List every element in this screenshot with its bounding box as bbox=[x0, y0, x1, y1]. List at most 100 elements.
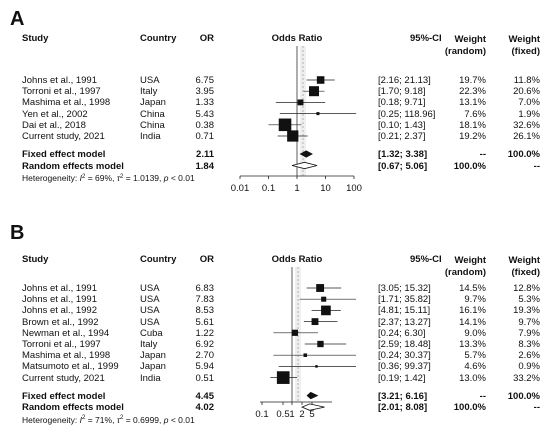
study-country: USA bbox=[140, 305, 160, 317]
header-or: OR bbox=[199, 254, 214, 265]
summary-weight-random: -- bbox=[479, 390, 486, 402]
heterogeneity-tau-sup: 2 bbox=[120, 415, 124, 422]
header-odds-ratio: Odds Ratio bbox=[271, 254, 323, 265]
study-weight-random: 14.1% bbox=[459, 316, 486, 328]
study-or: 5.94 bbox=[195, 361, 215, 373]
effect-square bbox=[311, 318, 319, 326]
heterogeneity-tau-sym: τ bbox=[116, 414, 120, 425]
study-weight-random: 13.0% bbox=[459, 372, 486, 384]
study-weight-fixed: 5.3% bbox=[518, 294, 540, 306]
x-tick-label: 0.01 bbox=[231, 183, 250, 194]
header-weight-fixed: Weight bbox=[508, 255, 541, 266]
study-weight-fixed: 1.9% bbox=[518, 108, 540, 120]
study-weight-fixed: 26.1% bbox=[513, 131, 540, 142]
header-weight-random: Weight bbox=[454, 255, 487, 266]
heterogeneity-i2-sup: 2 bbox=[82, 173, 86, 180]
summary-weight-random: 100.0% bbox=[453, 402, 486, 414]
study-country: Japan bbox=[140, 350, 166, 362]
study-weight-fixed: 19.3% bbox=[513, 305, 540, 317]
study-or: 0.38 bbox=[195, 119, 215, 131]
effect-square bbox=[316, 76, 325, 84]
effect-square bbox=[287, 130, 299, 142]
study-weight-fixed: 7.9% bbox=[518, 327, 540, 339]
study-country: Italy bbox=[140, 86, 158, 98]
study-or: 8.53 bbox=[195, 305, 215, 317]
summary-ci: [3.21; 6.16] bbox=[378, 390, 428, 402]
study-name: Johns et al., 1992 bbox=[22, 305, 97, 317]
reference-band bbox=[295, 267, 301, 402]
study-name: Newman et al., 1994 bbox=[22, 327, 110, 339]
study-name: Yen et al., 2002 bbox=[22, 108, 88, 120]
heterogeneity-text: Heterogeneity: I2 = 69%, τ2 = 1.0139, p … bbox=[22, 171, 195, 185]
study-name: Johns et al., 1991 bbox=[22, 283, 97, 294]
header-or: OR bbox=[199, 33, 214, 44]
study-country: Cuba bbox=[140, 327, 163, 339]
study-country: India bbox=[140, 131, 161, 142]
study-name: Current study, 2021 bbox=[22, 131, 105, 142]
heterogeneity-i2-val: = 71%, bbox=[85, 414, 117, 425]
heterogeneity-tau-sym: τ bbox=[116, 173, 120, 184]
study-weight-random: 19.2% bbox=[459, 131, 486, 142]
heterogeneity-p-val: < 0.01 bbox=[168, 173, 195, 184]
header-study: Study bbox=[22, 254, 49, 265]
summary-weight-fixed: 100.0% bbox=[507, 390, 540, 402]
study-weight-fixed: 0.9% bbox=[518, 361, 540, 373]
study-or: 7.83 bbox=[195, 294, 215, 306]
study-ci: [0.10; 1.43] bbox=[378, 119, 426, 131]
study-weight-random: 4.6% bbox=[464, 361, 486, 373]
study-weight-fixed: 2.6% bbox=[518, 350, 540, 362]
heterogeneity-text: Heterogeneity: I2 = 71%, τ2 = 0.6999, p … bbox=[22, 412, 195, 426]
summary-weight-random: 100.0% bbox=[453, 160, 486, 172]
study-or: 6.92 bbox=[195, 339, 215, 350]
study-weight-fixed: 20.6% bbox=[513, 86, 540, 98]
study-weight-random: 22.3% bbox=[459, 86, 486, 98]
summary-label: Random effects model bbox=[22, 402, 124, 414]
x-tick-label: 10 bbox=[320, 183, 331, 194]
heterogeneity-tau-val: = 0.6999, bbox=[123, 414, 164, 425]
x-tick-label: 0.1 bbox=[255, 409, 268, 420]
study-ci: [0.24; 30.37] bbox=[378, 350, 431, 362]
study-weight-random: 13.1% bbox=[459, 97, 486, 109]
header-country: Country bbox=[140, 254, 177, 265]
study-name: Dai et al., 2018 bbox=[22, 119, 86, 131]
study-or: 6.75 bbox=[195, 75, 215, 86]
heterogeneity-tau-sup: 2 bbox=[120, 173, 124, 180]
summary-or: 1.84 bbox=[195, 160, 215, 172]
header-weight-fixed-sub: (fixed) bbox=[511, 267, 541, 278]
summary-or: 4.45 bbox=[195, 390, 215, 402]
study-ci: [2.37; 13.27] bbox=[378, 316, 431, 328]
study-name: Brown et al., 1992 bbox=[22, 316, 99, 328]
study-ci: [0.24; 6.30] bbox=[378, 327, 426, 339]
header-odds-ratio: Odds Ratio bbox=[271, 33, 323, 44]
panel-label: B bbox=[10, 222, 25, 244]
summary-weight-fixed: -- bbox=[533, 402, 540, 414]
x-tick-label: 0.1 bbox=[262, 183, 275, 194]
study-name: Mashima et al., 1998 bbox=[22, 97, 111, 109]
study-ci: [0.21; 2.37] bbox=[378, 131, 426, 142]
header-ci: 95%-CI bbox=[410, 254, 442, 265]
study-ci: [4.81; 15.11] bbox=[378, 305, 431, 317]
summary-diamond bbox=[306, 391, 319, 400]
x-tick-label: 2 bbox=[299, 409, 304, 420]
study-weight-random: 9.0% bbox=[464, 327, 486, 339]
study-name: Torroni et al., 1997 bbox=[22, 339, 101, 350]
study-or: 0.51 bbox=[195, 372, 215, 384]
study-country: USA bbox=[140, 75, 160, 86]
header-weight-random-sub: (random) bbox=[444, 267, 486, 278]
summary-weight-fixed: 100.0% bbox=[507, 149, 540, 160]
summary-weight-fixed: -- bbox=[533, 160, 540, 172]
study-ci: [0.25; 118.96] bbox=[378, 108, 436, 120]
summary-diamond bbox=[299, 150, 313, 158]
study-country: USA bbox=[140, 316, 160, 328]
study-ci: [1.70; 9.18] bbox=[378, 86, 426, 98]
effect-square bbox=[297, 99, 304, 106]
study-or: 6.83 bbox=[195, 283, 215, 294]
forest-plot-panel-a: A Study Country OR Odds Ratio 95%-CI Weight (ra… bbox=[0, 0, 550, 218]
x-tick-label: 5 bbox=[309, 409, 314, 420]
study-name: Johns et al., 1991 bbox=[22, 75, 97, 86]
x-tick-label: 1 bbox=[289, 409, 294, 420]
header-country: Country bbox=[140, 33, 177, 44]
effect-square bbox=[316, 284, 325, 292]
heterogeneity-i2-sup: 2 bbox=[82, 415, 86, 422]
study-weight-fixed: 8.3% bbox=[518, 339, 540, 350]
